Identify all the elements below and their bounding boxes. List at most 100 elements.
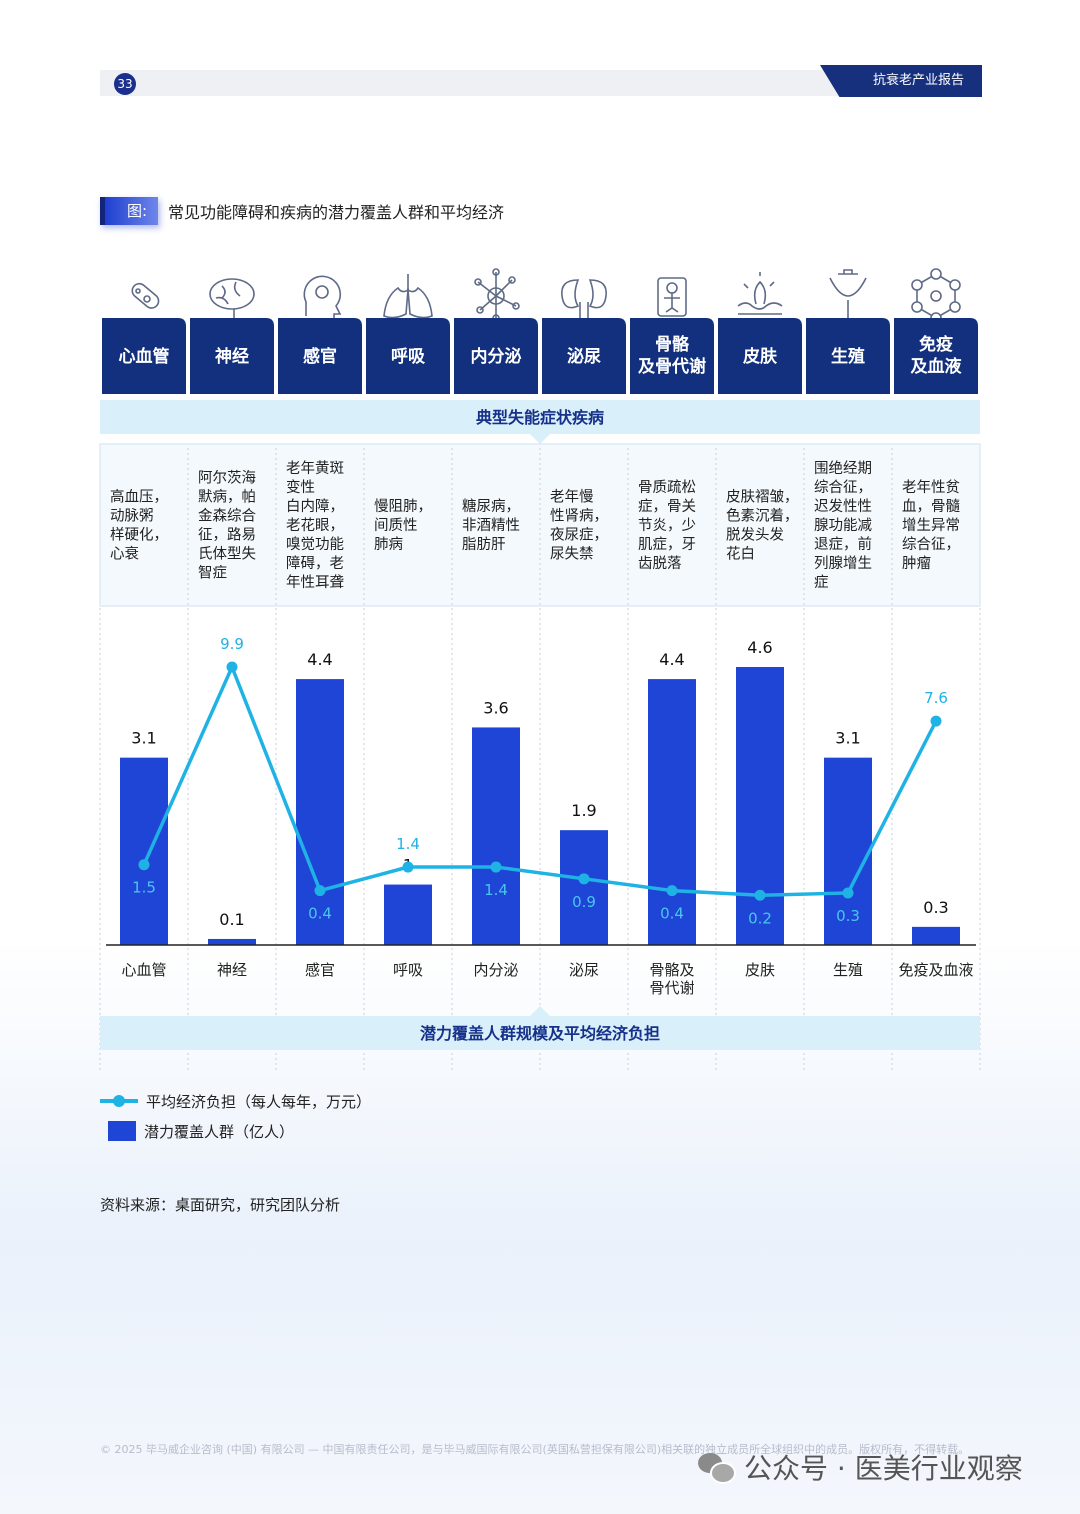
bar-9: [912, 926, 960, 945]
category-header-1: [190, 318, 274, 394]
legend-item-bar: 潜力覆盖人群（亿人）: [100, 1116, 371, 1146]
bar-value-label-8: 3.1: [835, 729, 860, 748]
line-value-label-2: 0.4: [308, 905, 332, 923]
bar-value-label-0: 3.1: [131, 729, 156, 748]
x-tick-label-5: 泌尿: [569, 961, 599, 979]
figure-title: 图: 常见功能障碍和疾病的潜力覆盖人群和平均经济: [100, 196, 504, 226]
watermark: 公众号 · 医美行业观察: [698, 1447, 1023, 1487]
legend-item-line: 平均经济负担（每人每年，万元）: [100, 1086, 371, 1116]
category-tile: [894, 318, 978, 394]
category-tile: [806, 318, 890, 394]
category-header-label: 骨骼及骨代谢: [638, 334, 706, 377]
head-gear-icon: [303, 275, 342, 321]
category-tile: [718, 318, 802, 394]
line-point-3: [402, 861, 414, 873]
bar-1: [208, 938, 256, 945]
category-tile: [366, 318, 450, 394]
category-header-8: [806, 318, 890, 394]
x-tick-label-1: 神经: [217, 961, 247, 979]
line-point-4: [490, 861, 502, 873]
kidneys-icon: [561, 279, 607, 318]
x-tick-label-7: 皮肤: [745, 961, 775, 979]
disease-text-4: 糖尿病，非酒精性脂肪肝: [462, 498, 520, 553]
legend-label-bar: 潜力覆盖人群（亿人）: [144, 1122, 295, 1141]
line-point-6: [666, 885, 678, 897]
line-point-5: [578, 873, 590, 885]
line-value-label-4: 1.4: [484, 881, 508, 899]
x-tick-label-6: 骨骼及骨代谢: [649, 961, 694, 997]
reproductive-icon: [829, 269, 867, 320]
category-tile: [190, 318, 274, 394]
section-bottom-label: 潜力覆盖人群规模及平均经济负担: [420, 1024, 660, 1043]
line-value-label-6: 0.4: [660, 905, 684, 923]
line-point-1: [226, 661, 238, 673]
molecule-network-icon: [474, 268, 520, 322]
category-tile: [542, 318, 626, 394]
bar-4: [472, 727, 520, 945]
bar-5: [560, 830, 608, 945]
bar-value-label-9: 0.3: [923, 898, 948, 917]
line-value-label-0: 1.5: [132, 879, 156, 897]
category-header-6: [630, 318, 714, 394]
line-value-label-1: 9.9: [220, 635, 244, 653]
legend-bar-swatch: [108, 1121, 136, 1141]
section-band-top-pointer: [530, 434, 550, 444]
category-tile: [454, 318, 538, 394]
bar-value-label-2: 4.4: [307, 650, 332, 669]
line-point-2: [314, 885, 326, 897]
hexagon-molecule-icon: [911, 268, 961, 324]
skin-layer-icon: [737, 272, 783, 315]
category-tile: [278, 318, 362, 394]
bar-value-label-7: 4.6: [747, 638, 772, 657]
category-header-7: [718, 318, 802, 394]
line-value-label-7: 0.2: [748, 909, 772, 927]
x-tick-label-2: 感官: [305, 961, 335, 979]
category-header-label: 生殖: [831, 346, 865, 367]
disease-text-0: 高血压，动脉粥样硬化，心衰: [110, 489, 168, 563]
section-band-bottom: [100, 1016, 980, 1050]
x-tick-label-4: 内分泌: [473, 961, 518, 979]
category-header-2: [278, 318, 362, 394]
blood-vessel-icon: [131, 282, 160, 309]
figure-badge: 图:: [100, 197, 158, 225]
category-tile: [630, 318, 714, 394]
report-title: 抗衰老产业报告: [820, 65, 982, 97]
x-tick-label-3: 呼吸: [393, 961, 423, 979]
figure-title-text: 常见功能障碍和疾病的潜力覆盖人群和平均经济: [168, 203, 505, 222]
bar-value-label-1: 0.1: [219, 910, 244, 929]
line-series: [142, 662, 938, 898]
line-value-label-9: 7.6: [924, 689, 948, 707]
line-value-label-8: 0.3: [836, 907, 860, 925]
line-value-label-5: 0.9: [572, 893, 596, 911]
watermark-text: 公众号 · 医美行业观察: [744, 1452, 1023, 1485]
skeleton-icon: [657, 277, 687, 317]
bar-8: [824, 757, 872, 945]
bar-3: [384, 884, 432, 945]
x-tick-label-9: 免疫及血液: [898, 961, 973, 979]
brain-icon: [209, 278, 255, 319]
category-header-0: [102, 318, 186, 394]
x-tick-label-0: 心血管: [121, 961, 166, 979]
disease-text-1: 阿尔茨海默病，帕金森综合征，路易氏体型失智症: [198, 470, 256, 582]
disease-text-5: 老年慢性肾病，夜尿症，尿失禁: [550, 489, 608, 563]
bar-2: [296, 679, 344, 945]
line-point-7: [754, 889, 766, 901]
category-header-label: 心血管: [119, 346, 170, 367]
bar-6: [648, 679, 696, 945]
bar-0: [120, 757, 168, 945]
category-header-label: 泌尿: [567, 346, 601, 367]
category-header-label: 皮肤: [743, 346, 778, 367]
disease-text-6: 骨质疏松症，骨关节炎，少肌症，牙齿脱落: [638, 479, 696, 572]
section-top-label: 典型失能症状疾病: [476, 408, 604, 427]
lungs-icon: [383, 274, 433, 319]
legend-label-line: 平均经济负担（每人每年，万元）: [146, 1092, 372, 1111]
legend-line-swatch: [100, 1095, 138, 1107]
footer-copyright: © 2025 毕马威企业咨询 (中国) 有限公司 — 中国有限责任公司，是与毕马…: [100, 1443, 970, 1456]
source-note: 资料来源：桌面研究，研究团队分析: [100, 1196, 341, 1214]
section-band-bottom-pointer: [530, 1006, 550, 1016]
bar-7: [736, 667, 784, 945]
page-number: 33: [114, 73, 136, 95]
line-point-9: [930, 715, 942, 727]
category-header-4: [454, 318, 538, 394]
